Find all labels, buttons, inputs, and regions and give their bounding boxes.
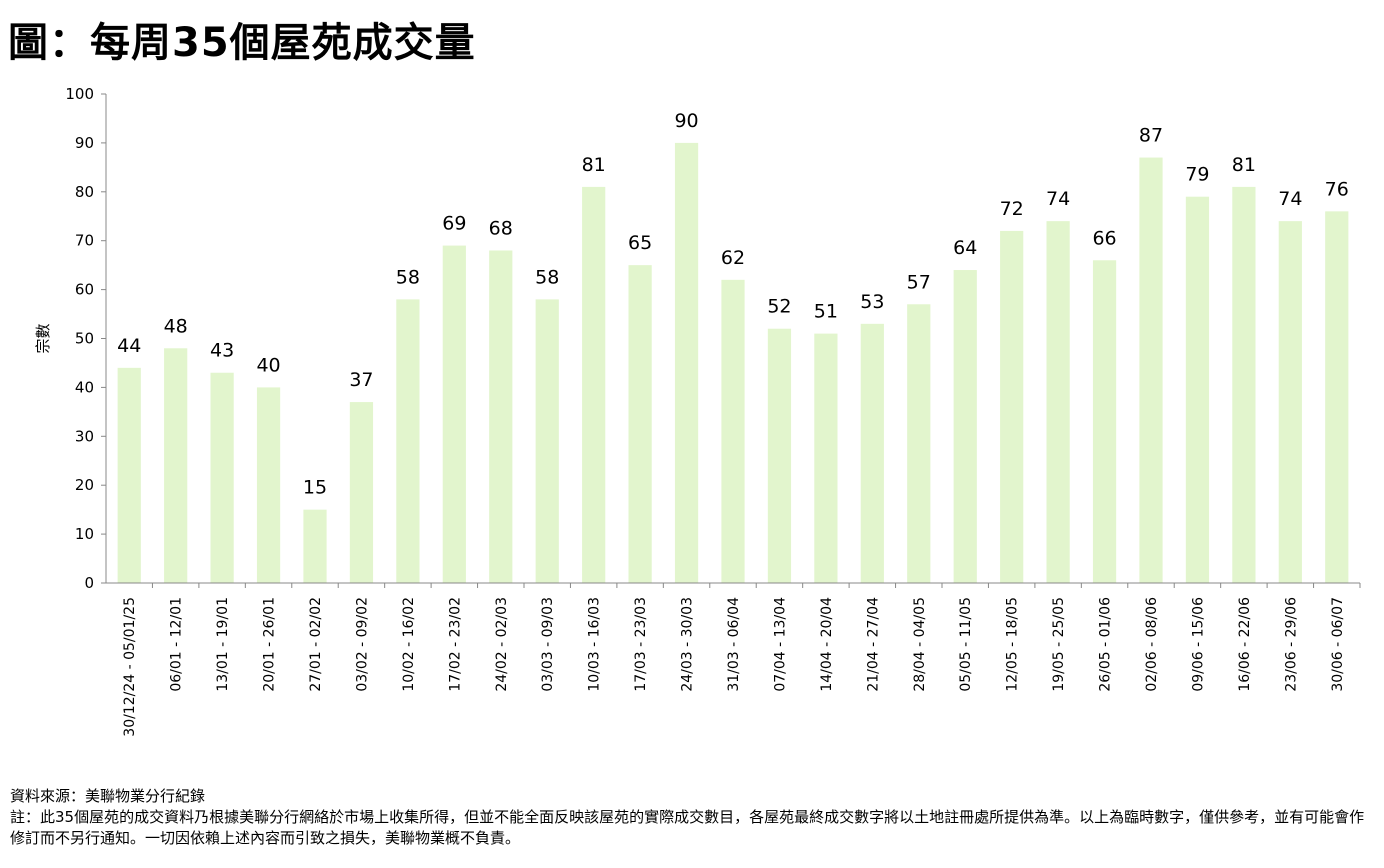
x-tick-label: 17/03 - 23/03 [633, 597, 649, 692]
bar [1139, 157, 1163, 583]
bar [442, 245, 466, 583]
y-tick-label: 60 [75, 281, 94, 299]
bar [860, 323, 884, 583]
y-tick-label: 100 [65, 85, 94, 103]
data-label: 57 [907, 271, 931, 293]
x-tick-label: 30/12/24 - 05/01/25 [122, 597, 138, 737]
data-label: 74 [1278, 188, 1302, 210]
bar [767, 328, 792, 583]
source-note: 資料來源：美聯物業分行紀錄 [10, 787, 206, 805]
x-tick-label: 12/05 - 18/05 [1005, 597, 1021, 692]
data-label: 64 [953, 237, 977, 259]
data-label: 58 [535, 266, 559, 288]
bar [1185, 196, 1210, 583]
x-tick-label: 24/02 - 02/03 [494, 597, 510, 692]
y-tick-label: 10 [75, 525, 94, 543]
bar [117, 367, 141, 583]
data-label: 65 [628, 232, 652, 254]
data-label: 81 [582, 154, 606, 176]
data-label: 68 [489, 217, 513, 239]
x-tick-label: 10/02 - 16/02 [401, 597, 417, 692]
bar [1325, 211, 1349, 584]
y-tick-label: 0 [84, 574, 94, 592]
y-tick-label: 30 [75, 427, 94, 445]
data-label: 53 [860, 291, 884, 313]
bar [674, 142, 699, 583]
y-tick-label: 40 [75, 378, 94, 396]
x-tick-label: 13/01 - 19/01 [215, 597, 231, 692]
x-tick-label: 20/01 - 26/01 [262, 597, 278, 692]
data-label: 37 [349, 369, 373, 391]
x-tick-label: 19/05 - 25/05 [1051, 597, 1067, 692]
disclaimer-note: 註：此35個屋苑的成交資料乃根據美聯分行網絡於市場上收集所得，但並不能全面反映該… [10, 808, 1365, 847]
data-label: 81 [1232, 154, 1256, 176]
bar [1092, 260, 1117, 583]
data-label: 74 [1046, 188, 1070, 210]
bar [953, 270, 977, 583]
x-tick-label: 30/06 - 06/07 [1330, 597, 1346, 692]
chart-title: 圖：每周35個屋苑成交量 [8, 20, 476, 66]
bar [1000, 230, 1024, 584]
footer: 資料來源：美聯物業分行紀錄 註：此35個屋苑的成交資料乃根據美聯分行網絡於市場上… [10, 786, 1374, 849]
bar [535, 299, 559, 583]
y-tick-label: 80 [75, 183, 94, 201]
data-label: 87 [1139, 125, 1163, 147]
x-tick-label: 27/01 - 02/02 [308, 597, 324, 692]
x-tick-label: 24/03 - 30/03 [680, 597, 696, 692]
data-label: 90 [674, 110, 698, 132]
bar [1046, 221, 1070, 583]
bar [396, 299, 420, 583]
x-tick-label: 16/06 - 22/06 [1237, 597, 1253, 692]
x-tick-label: 31/03 - 06/04 [726, 597, 742, 692]
x-tick-label: 05/05 - 11/05 [958, 597, 974, 692]
x-tick-label: 02/06 - 08/06 [1144, 597, 1160, 692]
x-tick-label: 03/03 - 09/03 [540, 597, 556, 692]
bar-chart: 0 10 20 30 40 50 60 70 80 90 100 宗數 44 30/12/24 - 05/… [34, 85, 1361, 737]
data-label: 66 [1092, 227, 1116, 249]
y-tick-label: 70 [75, 232, 94, 250]
x-tick-label: 10/03 - 16/03 [587, 597, 603, 692]
bar [349, 402, 374, 583]
bar [721, 279, 745, 583]
data-label: 15 [303, 477, 327, 499]
y-tick-label: 90 [75, 134, 94, 152]
bar [582, 186, 606, 583]
data-label: 43 [210, 340, 234, 362]
y-tick-label: 20 [75, 476, 94, 494]
bar [628, 265, 652, 583]
bar [303, 509, 327, 583]
data-label: 48 [164, 315, 188, 337]
y-axis-title: 宗數 [34, 323, 52, 353]
data-label: 58 [396, 266, 420, 288]
x-tick-label: 09/06 - 15/06 [1190, 597, 1206, 692]
data-label: 76 [1325, 178, 1349, 200]
bar [814, 333, 838, 583]
x-tick-label: 21/04 - 27/04 [865, 597, 881, 692]
bar [210, 372, 234, 583]
x-tick-label: 26/05 - 01/06 [1098, 597, 1114, 692]
data-label: 40 [256, 354, 280, 376]
x-tick-label: 17/02 - 23/02 [447, 597, 463, 692]
data-label: 52 [767, 296, 791, 318]
data-label: 72 [1000, 198, 1024, 220]
y-tick-label: 50 [75, 330, 94, 348]
x-tick-label: 28/04 - 04/05 [912, 597, 928, 692]
x-tick-label: 07/04 - 13/04 [772, 597, 788, 692]
bar [489, 250, 513, 584]
x-tick-label: 14/04 - 20/04 [819, 597, 835, 692]
bar [1278, 221, 1302, 583]
x-tick-label: 23/06 - 29/06 [1283, 597, 1299, 692]
x-tick-label: 06/01 - 12/01 [169, 597, 185, 692]
data-label: 44 [117, 335, 141, 357]
bar [164, 348, 188, 583]
data-label: 51 [814, 301, 838, 323]
data-label: 69 [442, 213, 466, 235]
bar [907, 304, 931, 583]
data-label: 79 [1185, 164, 1209, 186]
bar [256, 387, 281, 583]
bar [1232, 186, 1256, 583]
x-tick-label: 03/02 - 09/02 [354, 597, 370, 692]
data-label: 62 [721, 247, 745, 269]
